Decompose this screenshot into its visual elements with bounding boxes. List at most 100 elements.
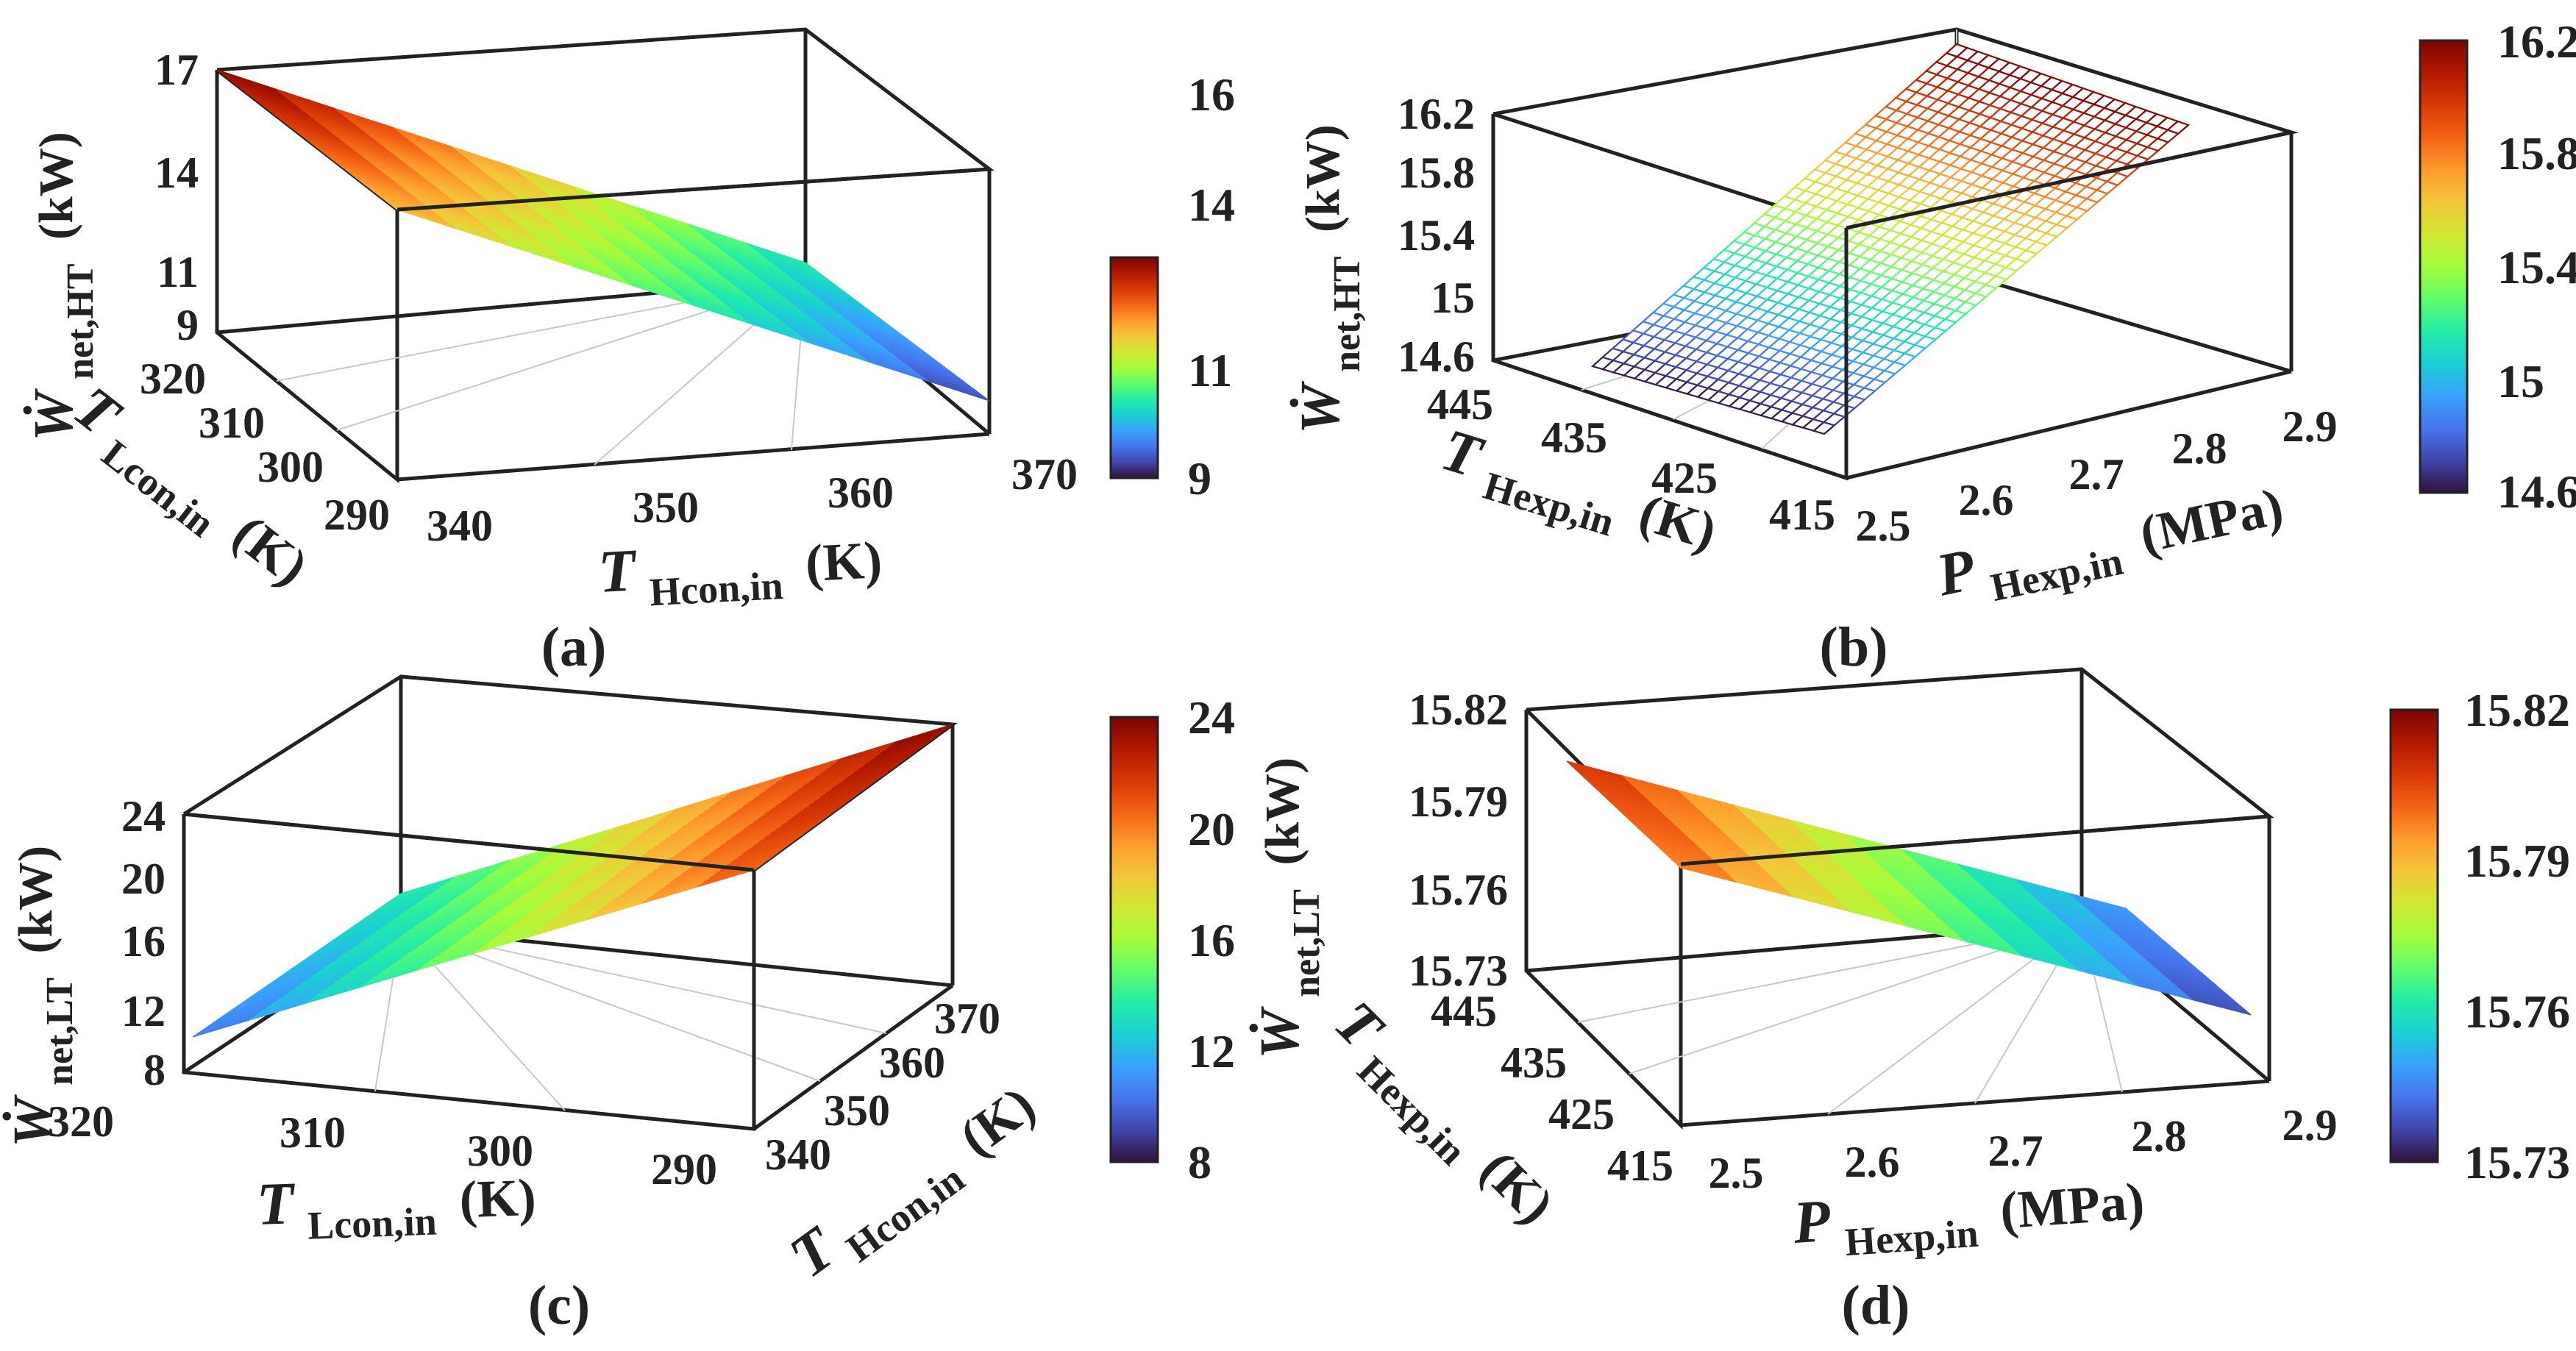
surface-patch xyxy=(892,724,953,746)
panel-c-y-tick: 370 xyxy=(934,994,1000,1043)
panel-d-xlabel: P Hexp,in (MPa) xyxy=(1790,1165,2147,1271)
panel-a-y-tick: 320 xyxy=(140,354,206,403)
panel-c-z-tick: 16 xyxy=(121,917,166,966)
panel-d-cbar-tick: 15.76 xyxy=(2464,985,2570,1038)
panel-c-colorbar xyxy=(1109,716,1159,1163)
panel-c-x-tick: 300 xyxy=(467,1127,533,1175)
panel-b-colorbar xyxy=(2419,39,2469,494)
surface-patch xyxy=(2069,893,2130,912)
panel-d-x-tick: 2.7 xyxy=(1988,1127,2043,1175)
colorbar-gradient xyxy=(1109,716,1159,1163)
panel-d-cbar-tick: 15.79 xyxy=(2464,835,2570,887)
panel-c-y-ticks: 340 350 360 370 xyxy=(765,994,1000,1179)
panel-b-z-tick: 15.4 xyxy=(1398,211,1475,260)
panel-b-box-front xyxy=(1844,130,2292,478)
panel-a: 17 14 11 9 340 350 360 370 290 300 310 3… xyxy=(23,27,1235,678)
panel-c: 24 20 16 12 8 320 310 300 290 340 350 36… xyxy=(2,674,1235,1336)
colorbar-gradient xyxy=(1109,256,1159,480)
panel-d-z-ticks: 15.82 15.79 15.76 15.73 xyxy=(1409,685,1508,995)
panel-d-x-tick: 2.5 xyxy=(1709,1149,1764,1197)
panel-a-y-tick: 290 xyxy=(324,491,390,539)
panel-d-y-tick: 435 xyxy=(1501,1038,1567,1087)
panel-d-y-tick: 415 xyxy=(1607,1141,1673,1190)
panel-c-z-tick: 8 xyxy=(143,1046,166,1094)
panel-b-cbar-tick: 15.4 xyxy=(2497,241,2576,293)
panel-d-zlabel: Ẇ net,LT (kW) xyxy=(1249,758,1330,1059)
panel-a-ylabel: T Lcon,in (K) xyxy=(53,373,323,609)
panel-c-box-front xyxy=(183,812,756,1129)
panel-a-cbar-tick: 9 xyxy=(1188,452,1211,505)
panel-a-y-tick: 300 xyxy=(257,443,324,491)
panel-c-cbar-tick: 24 xyxy=(1188,691,1235,744)
panel-a-surface xyxy=(216,69,990,402)
panel-a-z-tick: 11 xyxy=(157,248,199,296)
surface-patch xyxy=(746,243,811,267)
panel-c-zlabel: Ẇ net,LT (kW) xyxy=(2,846,83,1147)
panel-b-z-tick: 14.6 xyxy=(1398,332,1475,381)
panel-c-x-tick: 290 xyxy=(651,1145,717,1194)
panel-d-z-tick: 15.79 xyxy=(1409,777,1508,826)
panel-d-x-ticks: 2.5 2.6 2.7 2.8 2.9 xyxy=(1709,1101,2338,1197)
panel-a-x-tick: 360 xyxy=(828,468,894,517)
panel-b-y-tick: 445 xyxy=(1427,380,1493,429)
panel-a-z-tick: 9 xyxy=(177,301,199,349)
panel-a-cbar-tick: 11 xyxy=(1188,344,1232,396)
surface-patch xyxy=(2166,120,2191,135)
panel-d-x-tick: 2.8 xyxy=(2132,1112,2187,1161)
panel-c-x-tick: 320 xyxy=(48,1097,114,1146)
panel-a-xlabel: T Hcon,in (K) xyxy=(597,524,884,620)
panel-d-z-tick: 15.82 xyxy=(1409,685,1508,734)
panel-c-colorbar-ticks: 8 12 16 20 24 xyxy=(1188,691,1235,1188)
panel-a-z-ticks: 17 14 11 9 xyxy=(154,46,199,349)
panel-c-cbar-tick: 16 xyxy=(1188,914,1235,966)
panel-a-z-tick: 14 xyxy=(154,149,199,197)
panel-b-surface xyxy=(1590,43,2191,435)
panel-d-box-front xyxy=(1680,814,2270,866)
panel-c-z-tick: 24 xyxy=(121,792,166,841)
panel-b-z-tick: 15.8 xyxy=(1398,149,1475,197)
panel-c-surface xyxy=(192,724,953,1038)
panel-c-y-tick: 360 xyxy=(879,1038,945,1087)
panel-c-cbar-tick: 8 xyxy=(1188,1136,1211,1188)
panel-a-cbar-tick: 16 xyxy=(1188,68,1235,121)
panel-b-cbar-tick: 16.2 xyxy=(2497,15,2576,68)
panel-a-box-front xyxy=(396,167,990,212)
panel-d-z-tick: 15.73 xyxy=(1409,947,1508,995)
panel-d-y-tick: 445 xyxy=(1431,987,1497,1035)
panel-b-x-tick: 2.8 xyxy=(2172,424,2227,473)
panel-d-colorbar-ticks: 15.73 15.76 15.79 15.82 xyxy=(2464,684,2570,1188)
panel-d-colorbar xyxy=(2389,708,2439,1163)
panel-d-cbar-tick: 15.82 xyxy=(2464,684,2570,736)
panel-c-z-tick: 20 xyxy=(121,855,166,903)
panel-b-y-tick: 435 xyxy=(1541,413,1607,462)
panel-b-zlabel: Ẇ net,HT (kW) xyxy=(1289,124,1370,434)
panel-b-cbar-tick: 15 xyxy=(2497,355,2544,407)
panel-c-x-tick: 310 xyxy=(280,1108,346,1157)
panel-b-caption: (b) xyxy=(1820,616,1888,678)
panel-b-z-ticks: 16.2 15.8 15.4 15 14.6 xyxy=(1398,90,1475,381)
panel-c-y-tick: 350 xyxy=(824,1086,890,1135)
panel-c-y-tick: 340 xyxy=(765,1130,831,1179)
panel-a-colorbar xyxy=(1109,256,1159,480)
panel-d-y-tick: 425 xyxy=(1548,1090,1615,1138)
panel-b-x-tick: 2.9 xyxy=(2283,402,2338,451)
panel-d: 15.82 15.79 15.76 15.73 2.5 2.6 2.7 2.8 … xyxy=(1249,667,2570,1336)
panel-b-y-tick: 415 xyxy=(1769,491,1835,539)
panel-d-surface xyxy=(1566,760,2252,1016)
panel-d-x-tick: 2.6 xyxy=(1845,1138,1900,1186)
colorbar-gradient xyxy=(2419,39,2469,494)
panel-c-z-tick: 12 xyxy=(121,987,166,1035)
panel-c-cbar-tick: 20 xyxy=(1188,803,1235,855)
panel-c-x-ticks: 320 310 300 290 xyxy=(48,1097,717,1194)
panel-b-x-ticks: 2.5 2.6 2.7 2.8 2.9 xyxy=(1856,402,2338,550)
panel-a-x-tick: 350 xyxy=(633,483,699,532)
panel-b-cbar-tick: 15.8 xyxy=(2497,127,2576,179)
panel-a-z-tick: 17 xyxy=(154,46,199,94)
panel-a-colorbar-ticks: 9 11 14 16 xyxy=(1188,68,1235,505)
panel-d-y-ticks: 415 425 435 445 xyxy=(1431,987,1673,1190)
panel-b-z-tick: 16.2 xyxy=(1398,90,1475,138)
panel-d-cbar-tick: 15.73 xyxy=(2464,1136,2570,1188)
panel-d-z-tick: 15.76 xyxy=(1409,866,1508,914)
panel-c-z-ticks: 24 20 16 12 8 xyxy=(121,792,166,1094)
